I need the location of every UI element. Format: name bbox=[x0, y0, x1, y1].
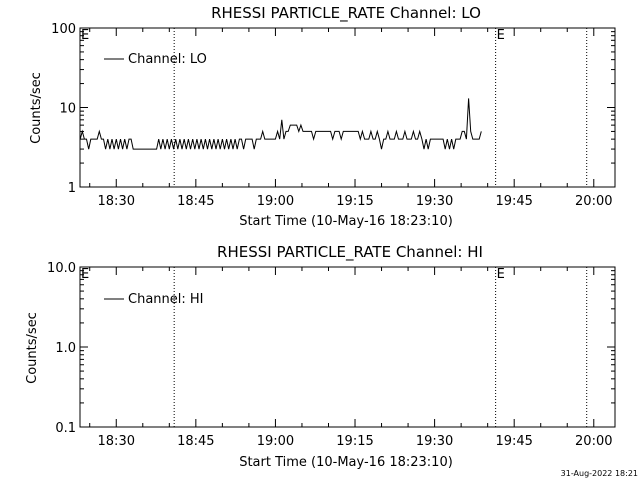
panel-hi-title: RHESSI PARTICLE_RATE Channel: HI bbox=[217, 243, 483, 262]
panel-lo-x-ticks: 18:30 18:45 19:00 19:15 19:30 19:45 20:00 bbox=[89, 28, 613, 209]
legend-hi-label: Channel: HI bbox=[128, 292, 204, 307]
y-tick-label: 10.0 bbox=[47, 261, 76, 276]
panel-hi-x-axis-label: Start Time (10-May-16 18:23:10) bbox=[239, 455, 453, 470]
y-tick-label: 0.1 bbox=[55, 421, 76, 436]
x-tick-label: 19:45 bbox=[495, 434, 532, 449]
x-tick-label: 18:30 bbox=[98, 194, 135, 209]
y-tick-label: 1 bbox=[68, 181, 76, 196]
event-label: E bbox=[497, 267, 505, 282]
y-tick-label: 10 bbox=[59, 102, 76, 117]
event-label: E bbox=[81, 28, 89, 43]
footer-timestamp: 31-Aug-2022 18:21 bbox=[561, 469, 638, 478]
x-tick-label: 20:00 bbox=[575, 194, 612, 209]
panel-hi-y-ticks: 0.1 1.0 10.0 bbox=[47, 261, 615, 436]
x-tick-label: 18:45 bbox=[177, 434, 214, 449]
event-label: E bbox=[497, 28, 505, 43]
x-tick-label: 18:30 bbox=[98, 434, 135, 449]
panel-lo-legend: Channel: LO bbox=[104, 52, 207, 67]
x-tick-label: 18:45 bbox=[177, 194, 214, 209]
y-tick-label: 100 bbox=[51, 22, 76, 37]
panel-hi-plot-frame bbox=[79, 266, 616, 428]
x-tick-label: 19:30 bbox=[416, 434, 453, 449]
x-tick-label: 19:15 bbox=[336, 434, 373, 449]
panel-lo-y-axis-label: Counts/sec bbox=[29, 72, 44, 144]
x-tick-label: 19:00 bbox=[257, 194, 294, 209]
panel-lo-x-axis-label: Start Time (10-May-16 18:23:10) bbox=[239, 214, 453, 229]
x-tick-label: 19:00 bbox=[257, 434, 294, 449]
panel-lo: RHESSI PARTICLE_RATE Channel: LO 18:30 18… bbox=[29, 4, 616, 229]
legend-lo-label: Channel: LO bbox=[128, 52, 207, 67]
panel-hi-x-ticks: 18:30 18:45 19:00 19:15 19:30 19:45 20:00 bbox=[89, 267, 613, 449]
panel-lo-y-ticks: 1 10 100 bbox=[51, 22, 615, 196]
x-tick-label: 19:45 bbox=[495, 194, 532, 209]
panel-hi-legend: Channel: HI bbox=[104, 292, 204, 307]
series-line bbox=[79, 98, 482, 150]
panel-lo-title: RHESSI PARTICLE_RATE Channel: LO bbox=[211, 4, 481, 23]
panel-hi-y-axis-label: Counts/sec bbox=[25, 312, 40, 384]
panel-lo-series bbox=[79, 98, 482, 150]
y-tick-label: 1.0 bbox=[55, 341, 76, 356]
x-tick-label: 19:15 bbox=[336, 194, 373, 209]
x-tick-label: 19:30 bbox=[416, 194, 453, 209]
panel-hi: RHESSI PARTICLE_RATE Channel: HI 18:30 18… bbox=[25, 243, 616, 470]
event-label: E bbox=[81, 267, 89, 282]
x-tick-label: 20:00 bbox=[575, 434, 612, 449]
